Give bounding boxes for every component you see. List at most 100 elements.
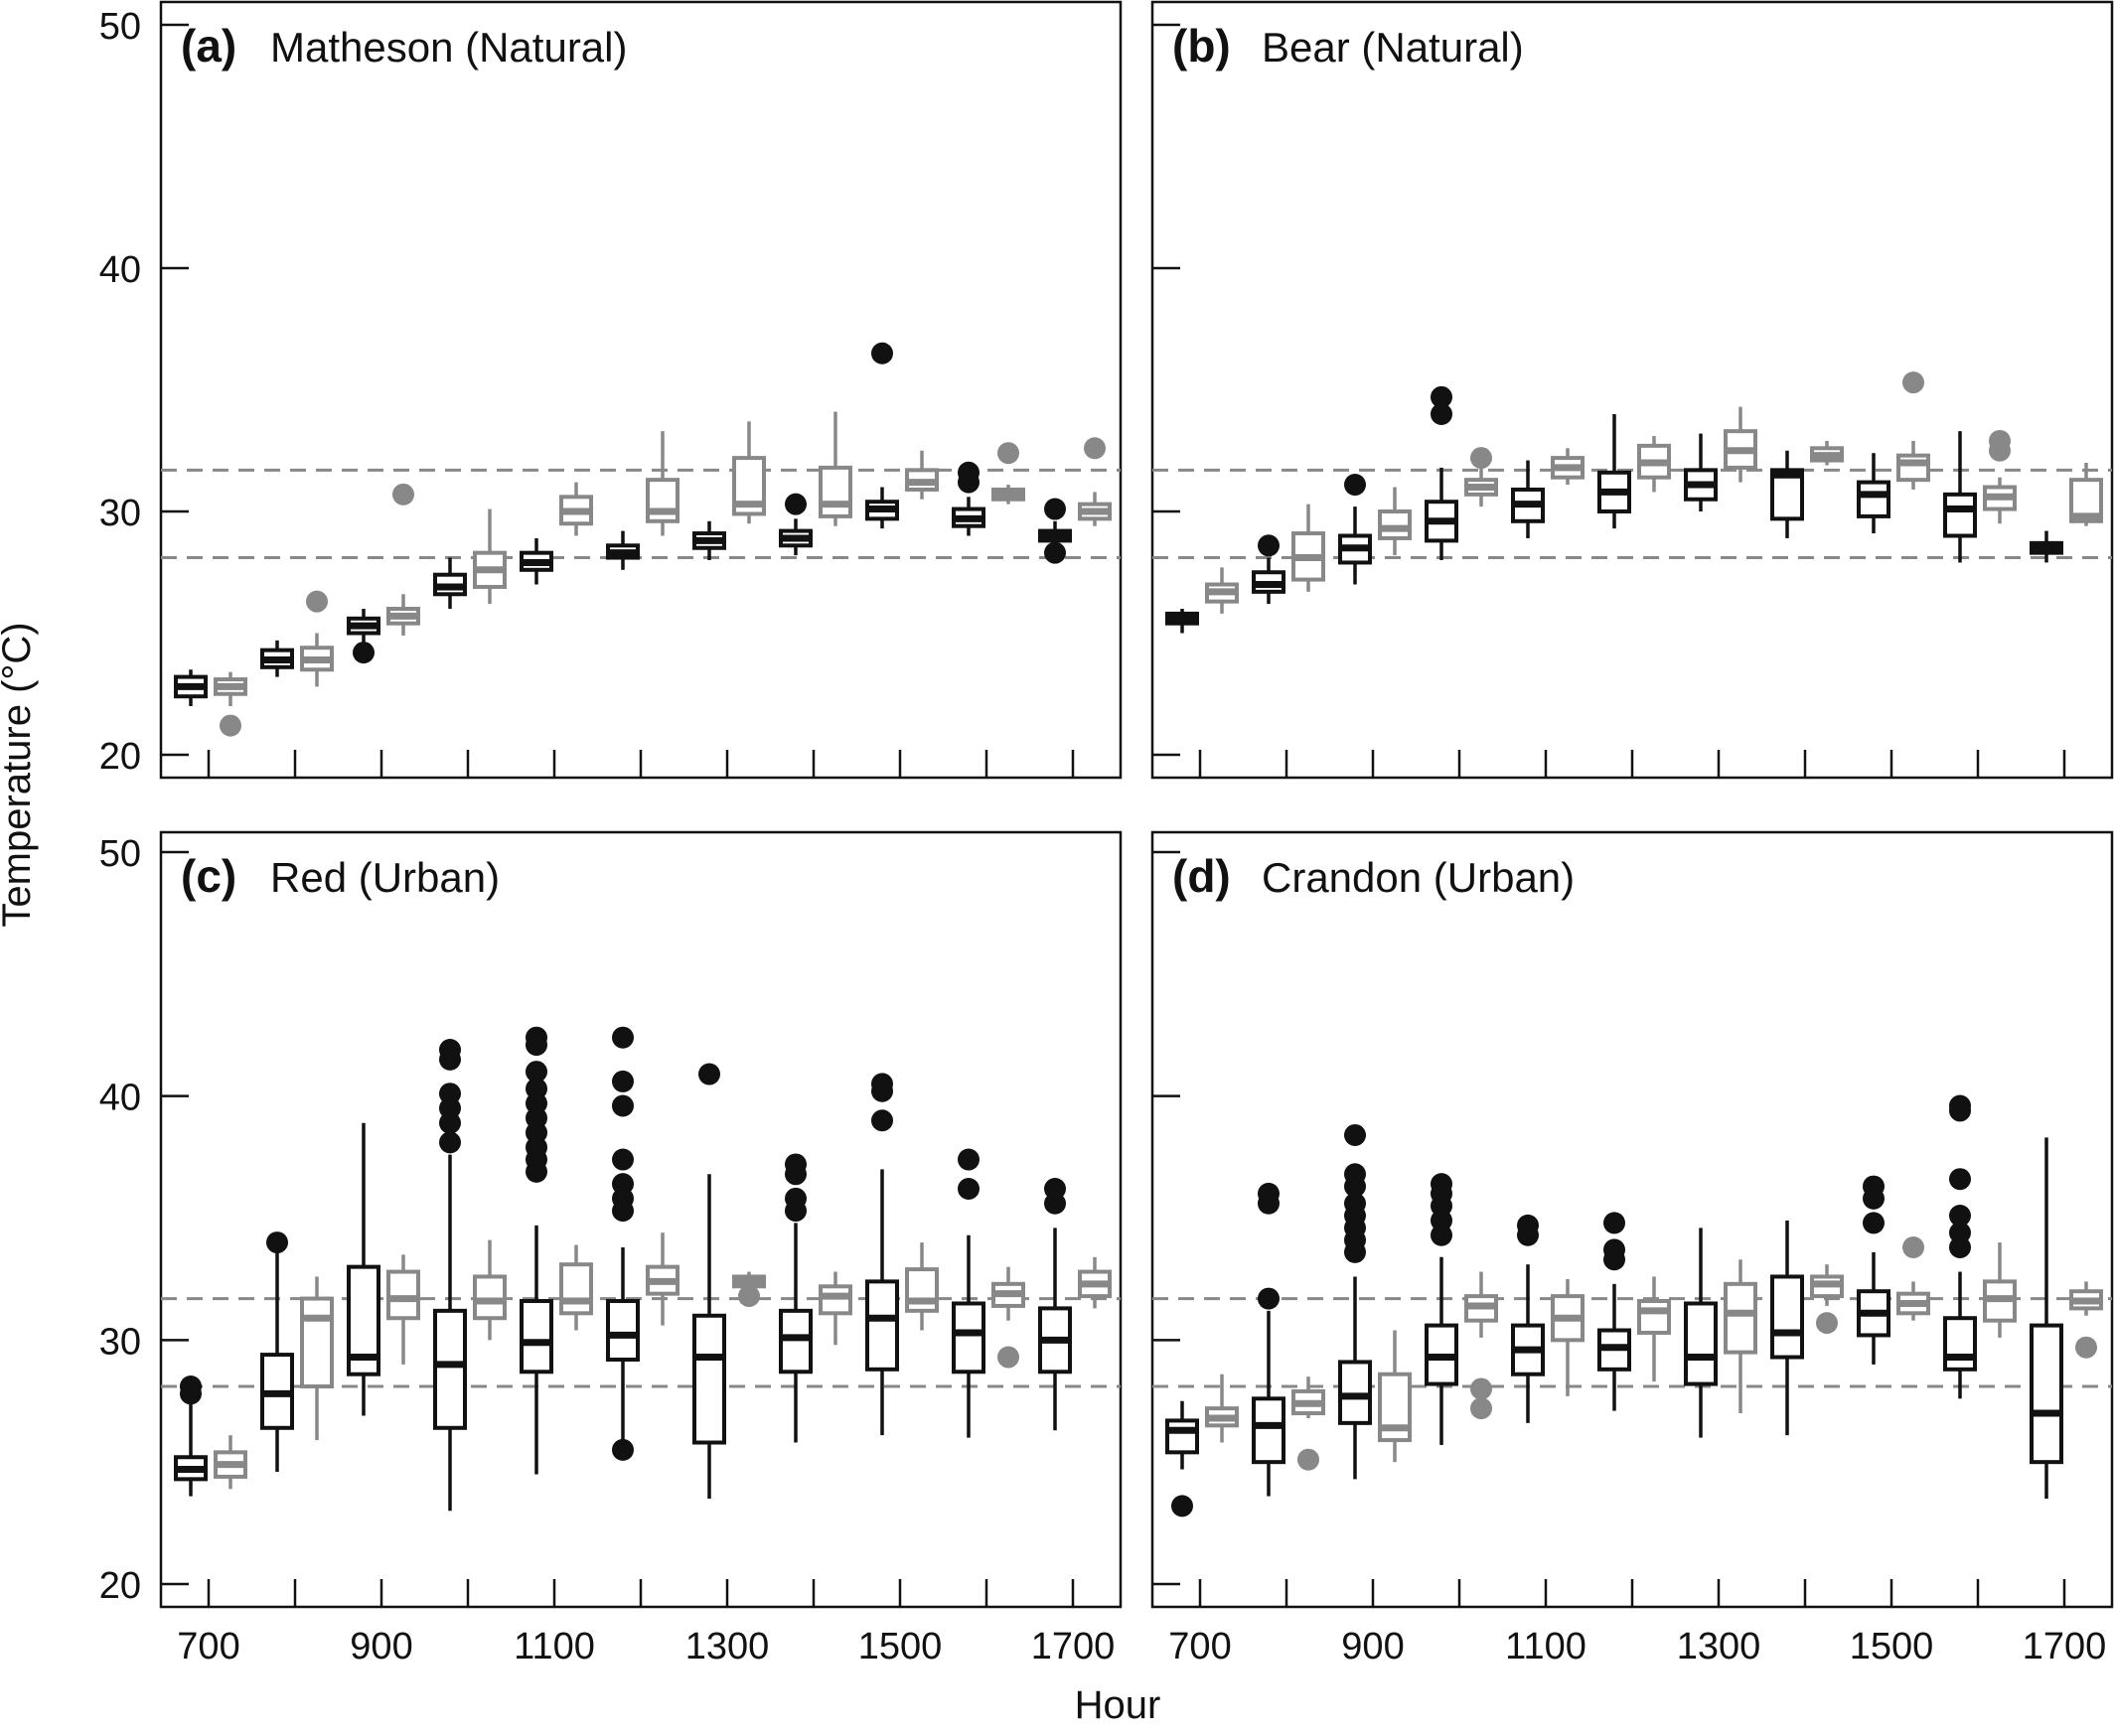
black-box-1100	[1511, 1214, 1545, 1423]
grey-box-1400	[1810, 1264, 1844, 1335]
outlier-point	[612, 1438, 634, 1461]
outlier-point	[1431, 385, 1452, 408]
black-box-700	[174, 669, 208, 706]
black-box-800	[1252, 1182, 1285, 1497]
outlier-point	[958, 461, 980, 484]
black-box-1100	[520, 1026, 553, 1475]
black-box-1700	[2030, 530, 2063, 563]
grey-box-1300	[732, 1271, 766, 1308]
grey-box-1100	[1551, 448, 1585, 486]
x-tick-label: 900	[1341, 1626, 1404, 1667]
outlier-point	[785, 1153, 807, 1176]
outlier-point	[997, 1346, 1019, 1369]
grey-box-1000	[1464, 1271, 1498, 1420]
grey-box-700	[214, 1435, 247, 1490]
outlier-point	[958, 1148, 980, 1171]
outlier-point	[1470, 1397, 1492, 1420]
grey-box-700	[1205, 567, 1239, 614]
panel-frame	[1150, 0, 2114, 780]
outlier-point	[612, 1070, 634, 1092]
iqr-box	[520, 1299, 553, 1374]
outlier-point	[1258, 1287, 1280, 1310]
iqr-box	[1857, 480, 1890, 518]
outlier-point	[1517, 1214, 1539, 1236]
grey-box-1500	[905, 450, 939, 500]
black-box-800	[260, 1231, 294, 1472]
grey-box-1200	[646, 1232, 680, 1326]
black-box-1000	[1425, 385, 1458, 560]
outlier-point	[180, 1375, 202, 1398]
iqr-box	[1943, 1316, 1977, 1372]
outlier-point	[612, 1148, 634, 1171]
black-box-1100	[1511, 460, 1545, 538]
iqr-box	[1378, 509, 1412, 540]
black-box-900	[1338, 474, 1372, 585]
iqr-box	[1637, 1299, 1671, 1335]
black-box-1200	[1597, 1212, 1631, 1411]
black-box-1700	[1038, 498, 1072, 564]
iqr-box	[1338, 1360, 1372, 1425]
black-box-1300	[692, 1063, 726, 1500]
outlier-point	[1258, 1182, 1280, 1205]
x-tick-label: 1300	[1677, 1626, 1761, 1667]
grey-box-1300	[1724, 1259, 1757, 1414]
outlier-point	[871, 1073, 893, 1095]
grey-box-1700	[2069, 1281, 2103, 1359]
grey-box-800	[300, 1276, 334, 1441]
panel-d: 700 900 1100 1300 1500 1700 (d) Crandon (Urban)	[1150, 830, 2114, 1667]
grey-box-700	[1205, 1374, 1239, 1443]
black-box-1200	[606, 530, 640, 570]
outlier-point	[1171, 1495, 1193, 1518]
grey-box-1400	[819, 411, 852, 526]
iqr-box	[1896, 453, 1930, 483]
black-box-1000	[433, 557, 467, 609]
iqr-box	[905, 1267, 939, 1313]
y-tick-label: 50	[99, 6, 141, 48]
x-axis-title: Hour	[1075, 1683, 1161, 1727]
iqr-box	[1252, 1396, 1285, 1465]
black-box-1600	[1943, 431, 1977, 563]
panel-c: 20 30 40 50 700 900 1100 1300 1500 1700 (c) Red (Ur…	[99, 830, 1123, 1667]
black-box-1500	[1857, 1175, 1890, 1365]
black-box-1300	[692, 520, 726, 560]
grey-box-700	[214, 671, 247, 737]
outlier-point	[1949, 1222, 1971, 1244]
black-box-1500	[1857, 453, 1890, 534]
black-box-900	[347, 1122, 380, 1416]
grey-box-900	[386, 1254, 420, 1365]
outlier-point	[1470, 1377, 1492, 1400]
grey-box-1300	[1724, 406, 1757, 483]
black-box-1400	[1770, 1220, 1804, 1436]
grey-box-1500	[1896, 371, 1930, 490]
black-box-1600	[952, 461, 985, 536]
outlier-point	[997, 442, 1019, 465]
panel-tag: (b)	[1172, 20, 1231, 72]
outlier-point	[392, 483, 414, 506]
outlier-point	[1258, 534, 1280, 557]
iqr-box	[473, 1274, 507, 1321]
outlier-point	[1603, 1238, 1625, 1261]
panel-tag: (a)	[181, 20, 236, 72]
panel-name: Bear (Natural)	[1262, 24, 1524, 71]
outlier-point	[785, 1187, 807, 1210]
iqr-box	[1770, 1274, 1804, 1360]
outlier-point	[785, 493, 807, 515]
black-box-1400	[1770, 450, 1804, 538]
grey-box-1700	[1078, 1256, 1112, 1309]
outlier-point	[439, 1131, 461, 1154]
y-tick-label: 20	[99, 736, 141, 778]
panel-tag: (d)	[1172, 850, 1231, 902]
grey-box-1000	[1464, 447, 1498, 507]
black-box-1600	[1943, 1094, 1977, 1399]
outlier-point	[306, 590, 328, 613]
panel-name: Crandon (Urban)	[1262, 854, 1575, 901]
outlier-point	[1902, 371, 1924, 394]
iqr-box	[386, 1269, 420, 1321]
iqr-box	[606, 1299, 640, 1362]
outlier-point	[1816, 1312, 1838, 1335]
panel-b: (b) Bear (Natural)	[1150, 0, 2114, 780]
panel-a: 20 30 40 50 (a) Matheson (Natural)	[99, 0, 1123, 780]
grey-box-1600	[991, 442, 1025, 505]
outlier-point	[439, 1083, 461, 1105]
